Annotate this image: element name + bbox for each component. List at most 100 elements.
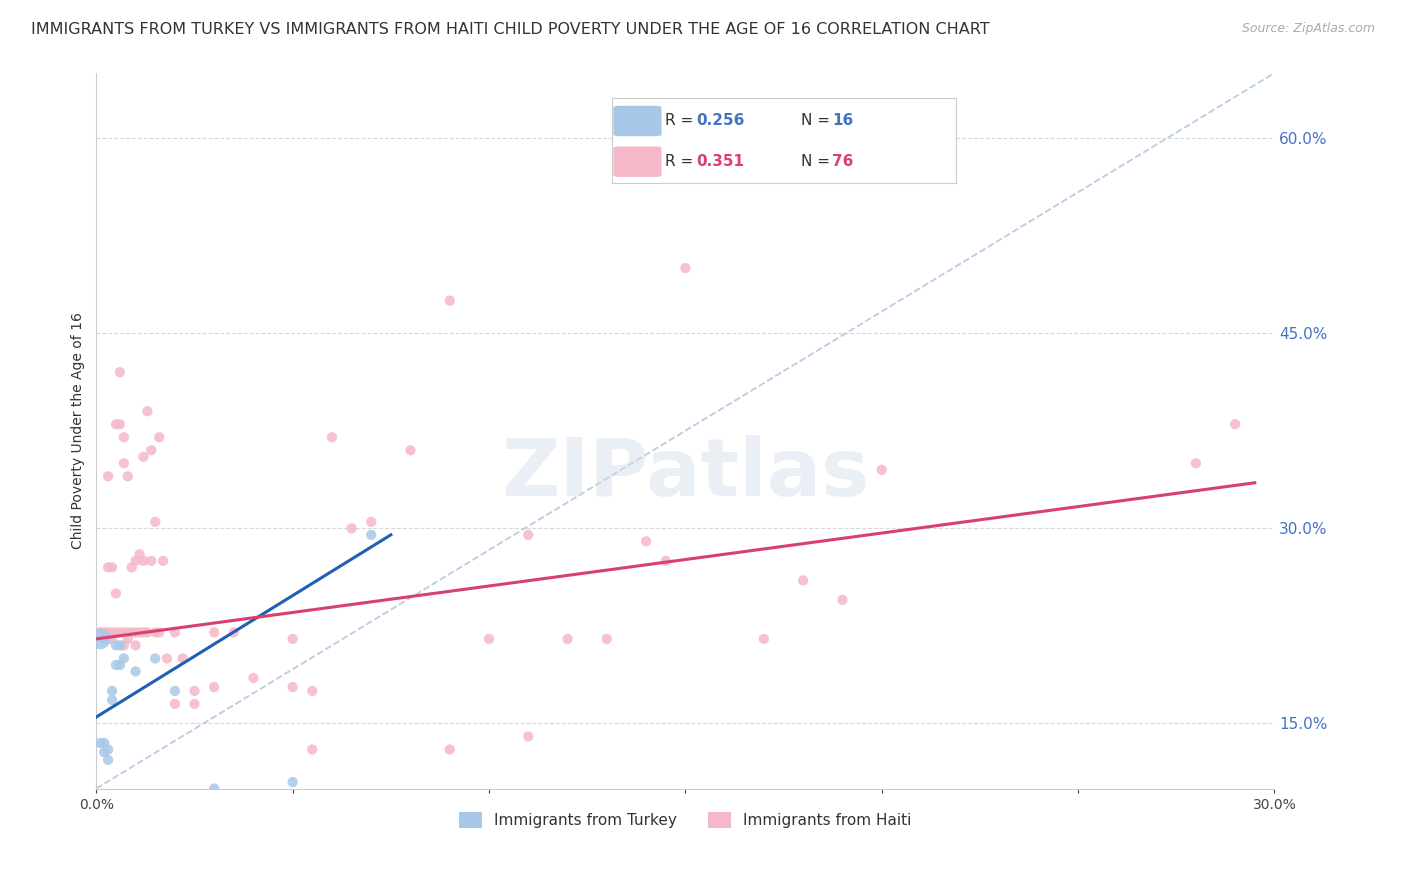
Point	[163, 625, 186, 640]
Point	[141, 443, 163, 458]
Point	[792, 574, 814, 588]
Point	[163, 684, 186, 698]
Point	[108, 657, 131, 672]
Point	[141, 554, 163, 568]
Point	[108, 639, 131, 653]
Point	[870, 463, 893, 477]
Point	[108, 625, 131, 640]
Point	[101, 560, 124, 574]
Point	[202, 680, 225, 694]
Point	[132, 554, 155, 568]
Text: 76: 76	[832, 154, 853, 169]
Point	[89, 736, 111, 750]
Point	[108, 365, 131, 379]
Point	[97, 560, 120, 574]
Point	[148, 625, 170, 640]
Point	[128, 625, 150, 640]
Point	[101, 632, 124, 646]
Point	[202, 781, 225, 796]
Point	[143, 625, 166, 640]
Point	[399, 443, 422, 458]
Point	[202, 625, 225, 640]
Point	[596, 632, 619, 646]
Point	[360, 515, 382, 529]
Point	[112, 625, 135, 640]
Point	[172, 651, 194, 665]
Point	[557, 632, 579, 646]
Point	[112, 651, 135, 665]
Text: N =: N =	[801, 154, 835, 169]
Point	[124, 665, 146, 679]
Point	[136, 404, 159, 418]
Point	[93, 745, 115, 759]
Point	[143, 651, 166, 665]
Point	[112, 639, 135, 653]
Point	[128, 547, 150, 561]
Point	[517, 730, 540, 744]
Point	[1223, 417, 1246, 432]
Point	[124, 639, 146, 653]
Point	[104, 417, 127, 432]
Point	[281, 775, 304, 789]
Point	[124, 554, 146, 568]
Point	[121, 560, 143, 574]
Point	[281, 680, 304, 694]
Point	[97, 753, 120, 767]
FancyBboxPatch shape	[613, 106, 662, 136]
Text: IMMIGRANTS FROM TURKEY VS IMMIGRANTS FROM HAITI CHILD POVERTY UNDER THE AGE OF 1: IMMIGRANTS FROM TURKEY VS IMMIGRANTS FRO…	[31, 22, 990, 37]
Point	[121, 625, 143, 640]
Text: 16: 16	[832, 113, 853, 128]
Point	[752, 632, 775, 646]
Point	[124, 625, 146, 640]
Point	[340, 521, 363, 535]
Point	[321, 430, 343, 444]
Point	[360, 528, 382, 542]
Point	[101, 693, 124, 707]
Legend: Immigrants from Turkey, Immigrants from Haiti: Immigrants from Turkey, Immigrants from …	[453, 806, 918, 835]
Point	[673, 261, 696, 276]
Y-axis label: Child Poverty Under the Age of 16: Child Poverty Under the Age of 16	[72, 312, 86, 549]
Point	[156, 651, 179, 665]
FancyBboxPatch shape	[613, 146, 662, 177]
Point	[654, 554, 676, 568]
Text: ZIPatlas: ZIPatlas	[501, 434, 869, 513]
Text: 0.256: 0.256	[696, 113, 744, 128]
Point	[163, 697, 186, 711]
Point	[93, 736, 115, 750]
Point	[478, 632, 501, 646]
Text: 0.351: 0.351	[696, 154, 744, 169]
Text: R =: R =	[665, 154, 699, 169]
Point	[301, 742, 323, 756]
Point	[1185, 456, 1208, 470]
Point	[132, 450, 155, 464]
Point	[93, 632, 115, 646]
Point	[117, 625, 139, 640]
Point	[132, 625, 155, 640]
Point	[97, 625, 120, 640]
Point	[89, 625, 111, 640]
Text: N =: N =	[801, 113, 835, 128]
Point	[183, 697, 205, 711]
Point	[152, 554, 174, 568]
Point	[831, 593, 853, 607]
Point	[104, 586, 127, 600]
Text: R =: R =	[665, 113, 699, 128]
Point	[222, 625, 245, 640]
Point	[143, 515, 166, 529]
Point	[101, 684, 124, 698]
Point	[439, 293, 461, 308]
Point	[636, 534, 658, 549]
Point	[93, 632, 115, 646]
Point	[97, 742, 120, 756]
Point	[439, 742, 461, 756]
Point	[97, 469, 120, 483]
Point	[117, 632, 139, 646]
Point	[104, 625, 127, 640]
Point	[112, 430, 135, 444]
Text: Source: ZipAtlas.com: Source: ZipAtlas.com	[1241, 22, 1375, 36]
Point	[148, 430, 170, 444]
Point	[108, 417, 131, 432]
Point	[112, 456, 135, 470]
Point	[104, 657, 127, 672]
Point	[517, 528, 540, 542]
